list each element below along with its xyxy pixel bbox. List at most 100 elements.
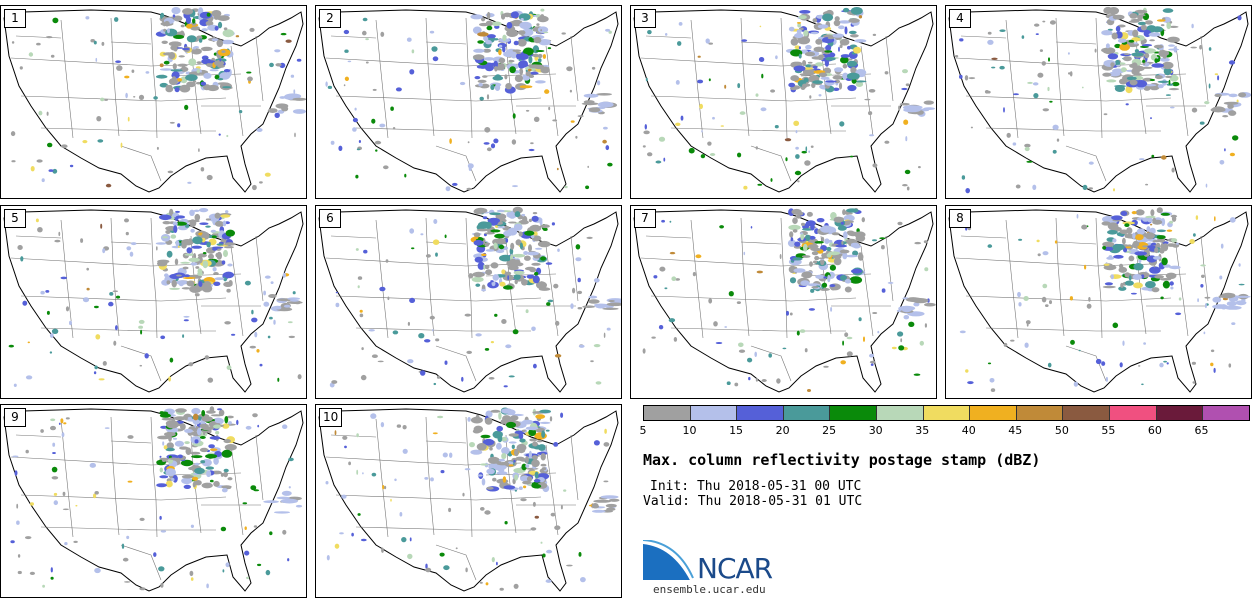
colorbar	[643, 405, 1250, 421]
echo-cell	[794, 33, 804, 39]
panel-label-4: 4	[949, 9, 971, 28]
echo-cell	[97, 139, 104, 143]
echo-cell	[508, 221, 517, 224]
echo-cell	[991, 66, 996, 69]
echo-cell	[525, 426, 539, 431]
panel-label-5: 5	[4, 209, 26, 228]
echo-cell	[176, 47, 183, 49]
echo-cell	[908, 321, 915, 327]
echo-cell	[512, 329, 519, 335]
state-boundary	[690, 19, 704, 139]
echo-cell	[987, 362, 992, 365]
echo-cell	[525, 309, 529, 314]
echo-cell	[508, 59, 515, 63]
echo-cell	[214, 74, 220, 80]
echo-cell	[108, 301, 114, 307]
echo-cell	[536, 23, 540, 26]
echo-cell	[73, 540, 78, 543]
echo-cell	[60, 276, 68, 280]
echo-cell	[498, 49, 502, 56]
echo-cell	[53, 500, 58, 506]
echo-cell	[788, 82, 796, 88]
echo-cell	[483, 142, 490, 145]
echo-cell	[259, 363, 263, 367]
echo-cell	[884, 140, 890, 144]
echo-cell	[131, 69, 135, 73]
echo-cell	[1166, 229, 1173, 232]
echo-cell	[518, 432, 524, 440]
echo-cell	[174, 87, 180, 93]
echo-cell	[223, 27, 228, 31]
echo-cell	[823, 365, 829, 368]
echo-cell	[1166, 362, 1169, 365]
state-boundary	[435, 544, 477, 581]
echo-cell	[796, 330, 800, 336]
state-boundary	[670, 127, 846, 132]
echo-cell	[605, 28, 611, 32]
echo-cell	[251, 309, 254, 315]
echo-cell	[191, 455, 203, 459]
echo-cell	[161, 417, 174, 421]
echo-cell	[519, 21, 532, 30]
echo-cell	[800, 280, 810, 286]
echo-cell	[468, 273, 474, 279]
echo-cell	[529, 267, 537, 273]
echo-cell	[1069, 71, 1073, 77]
echo-cell	[442, 452, 448, 458]
echo-cell	[173, 15, 183, 22]
echo-cell	[444, 234, 447, 239]
echo-cell	[759, 25, 762, 28]
echo-cell	[213, 281, 221, 286]
echo-cell	[603, 480, 609, 483]
echo-cell	[532, 501, 536, 507]
echo-cell	[817, 24, 829, 29]
echo-cell	[11, 160, 16, 163]
echo-cell	[498, 57, 506, 64]
echo-cell	[180, 423, 186, 431]
state-boundary	[1005, 19, 1019, 139]
echo-cell	[1200, 284, 1204, 288]
echo-cell	[170, 234, 177, 239]
reflectivity-field	[959, 207, 1251, 392]
echo-cell	[804, 160, 811, 166]
echo-cell	[810, 288, 815, 293]
echo-cell	[61, 432, 65, 438]
echo-cell	[351, 532, 354, 537]
echo-cell	[1159, 278, 1172, 281]
echo-cell	[484, 510, 491, 515]
echo-cell	[1231, 322, 1236, 325]
echo-cell	[869, 360, 876, 364]
echo-cell	[838, 25, 845, 30]
echo-cell	[223, 249, 228, 258]
echo-cell	[1210, 362, 1214, 367]
echo-cell	[816, 218, 825, 223]
echo-cell	[473, 239, 484, 246]
map-3	[633, 7, 936, 193]
echo-cell	[855, 81, 864, 87]
echo-cell	[1160, 296, 1164, 300]
echo-cell	[432, 56, 439, 62]
echo-cell	[178, 55, 185, 58]
echo-cell	[401, 537, 407, 543]
echo-cell	[758, 57, 765, 62]
echo-cell	[175, 408, 187, 413]
map-panel-6: 6	[315, 205, 622, 399]
echo-cell	[484, 264, 490, 270]
echo-cell	[959, 74, 963, 79]
echo-cell	[223, 271, 235, 279]
echo-cell	[540, 256, 547, 261]
echo-cell	[187, 181, 192, 184]
echo-cell	[215, 252, 220, 258]
echo-cell	[575, 244, 581, 250]
echo-cell	[540, 453, 546, 461]
echo-cell	[518, 231, 523, 237]
echo-cell	[211, 38, 219, 42]
echo-cell	[846, 336, 853, 340]
state-boundary	[375, 219, 389, 339]
state-boundary	[330, 235, 377, 239]
echo-cell	[569, 89, 572, 93]
echo-cell	[199, 447, 209, 453]
echo-cell	[807, 61, 813, 64]
echo-cell	[490, 143, 496, 149]
echo-cell	[1141, 66, 1153, 69]
